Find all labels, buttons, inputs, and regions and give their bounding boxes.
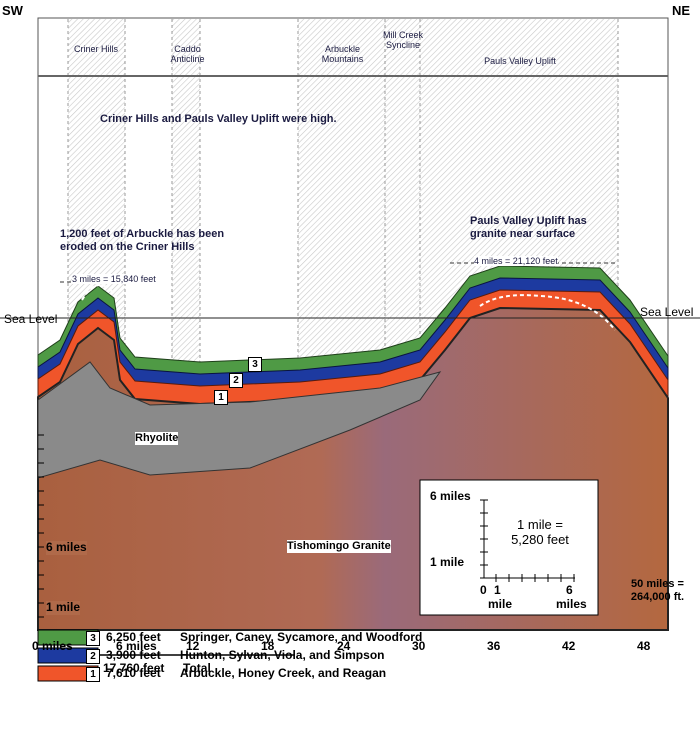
legend-thickness: 6,250 feet — [106, 630, 161, 644]
x-label: 42 — [562, 639, 576, 653]
annotation: Sea Level — [4, 312, 58, 326]
layer-number: 3 — [248, 357, 262, 372]
x-label: 48 — [637, 639, 651, 653]
legend-formations: Springer, Caney, Sycamore, and Woodford — [180, 630, 423, 644]
legend-number: 3 — [86, 631, 100, 646]
x-label: 6 miles — [116, 639, 157, 653]
annotation: Sea Level — [640, 305, 694, 319]
total-thickness: 17,760 feet — [103, 661, 165, 675]
layer-number: 1 — [214, 390, 228, 405]
scale-label: 1 mile — [46, 600, 81, 615]
scale-ticks — [38, 434, 575, 618]
inset-label: mile — [488, 597, 513, 611]
legend-thickness: 7,610 feet — [106, 666, 161, 680]
inset-box — [419, 479, 599, 616]
annotation: 3 miles = 15,840 feet — [72, 274, 156, 285]
annotation: Criner Hills and Pauls Valley Uplift wer… — [100, 113, 337, 125]
annotation: Pauls Valley Uplift has granite near sur… — [470, 215, 587, 240]
annotation: 50 miles = 264,000 ft. — [630, 578, 685, 603]
eroded-outline — [81, 284, 119, 301]
x-label: 12 — [186, 639, 200, 653]
legend-number: 1 — [86, 667, 100, 682]
inset-label: 6 — [566, 583, 573, 597]
layer-number: 2 — [229, 373, 243, 388]
x-label: 0 miles — [32, 639, 73, 653]
x-label: 18 — [261, 639, 275, 653]
x-label: 24 — [337, 639, 351, 653]
legend-number: 2 — [86, 649, 100, 664]
legend-formations: Arbuckle, Honey Creek, and Reagan — [180, 666, 387, 680]
legend-formations: Hunton, Sylvan, Viola, and Simpson — [180, 648, 385, 662]
region-label: Pauls Valley Uplift — [484, 56, 556, 66]
annotation: Rhyolite — [135, 432, 179, 445]
inset-label: 6 miles — [430, 489, 471, 503]
x-label: 30 — [412, 639, 426, 653]
corner-label: SW — [2, 3, 23, 18]
corner-label: NE — [672, 3, 691, 18]
x-label: 36 — [487, 639, 501, 653]
region-label: Caddo Anticline — [170, 44, 205, 65]
inset-label: 1 mile — [430, 555, 465, 569]
region-label: Criner Hills — [73, 44, 118, 54]
total-label: Total — [183, 661, 211, 675]
inset-label: 1 — [494, 583, 501, 597]
scale-label: 6 miles — [46, 540, 87, 555]
annotation: Tishomingo Granite — [287, 540, 391, 553]
legend-thickness: 3,900 feet — [106, 648, 161, 662]
rhyolite — [37, 361, 442, 479]
region-label: Mill Creek Syncline — [382, 30, 423, 51]
region-label: Arbuckle Mountains — [321, 44, 364, 65]
inset-label: 0 — [480, 583, 487, 597]
annotation: 1,200 feet of Arbuckle has been eroded o… — [60, 228, 225, 253]
granite-outline — [479, 294, 616, 331]
inset-label: miles — [556, 597, 587, 611]
inset-note: 1 mile = 5,280 feet — [511, 517, 569, 547]
annotation: 4 miles = 21,120 feet — [474, 256, 558, 267]
